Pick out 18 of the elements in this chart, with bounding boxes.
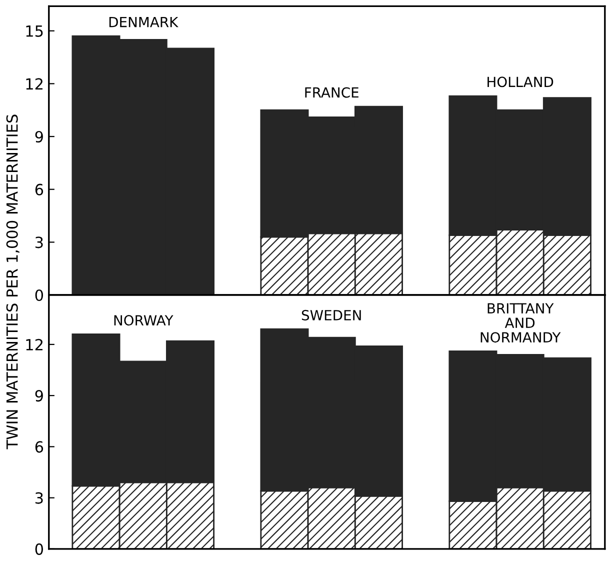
y-tick-label: 15 <box>26 26 43 37</box>
y-tick-label: 9 <box>35 130 43 143</box>
y-tick-label: 6 <box>35 441 44 453</box>
annotation: NORWAY <box>114 315 174 326</box>
annotation: DENMARK <box>109 16 178 28</box>
annotation: SWEDEN <box>302 310 361 320</box>
annotation: FRANCE <box>305 87 358 98</box>
annotation: BRITTANY AND NORMANDY <box>480 303 561 343</box>
y-tick-label: 6 <box>35 184 44 196</box>
annotation: HOLLAND <box>488 76 554 88</box>
y-axis-title: TWIN MATERNITIES PER 1,000 MATERNITIES <box>6 114 20 450</box>
y-tick-label: 3 <box>35 492 43 504</box>
y-tick-label: 12 <box>26 78 42 90</box>
y-tick-label: 3 <box>35 236 43 248</box>
y-tick-label: 12 <box>26 338 42 350</box>
y-tick-label: 9 <box>35 390 43 402</box>
y-tick-label: 0 <box>35 289 44 302</box>
y-tick-label: 0 <box>35 543 44 555</box>
